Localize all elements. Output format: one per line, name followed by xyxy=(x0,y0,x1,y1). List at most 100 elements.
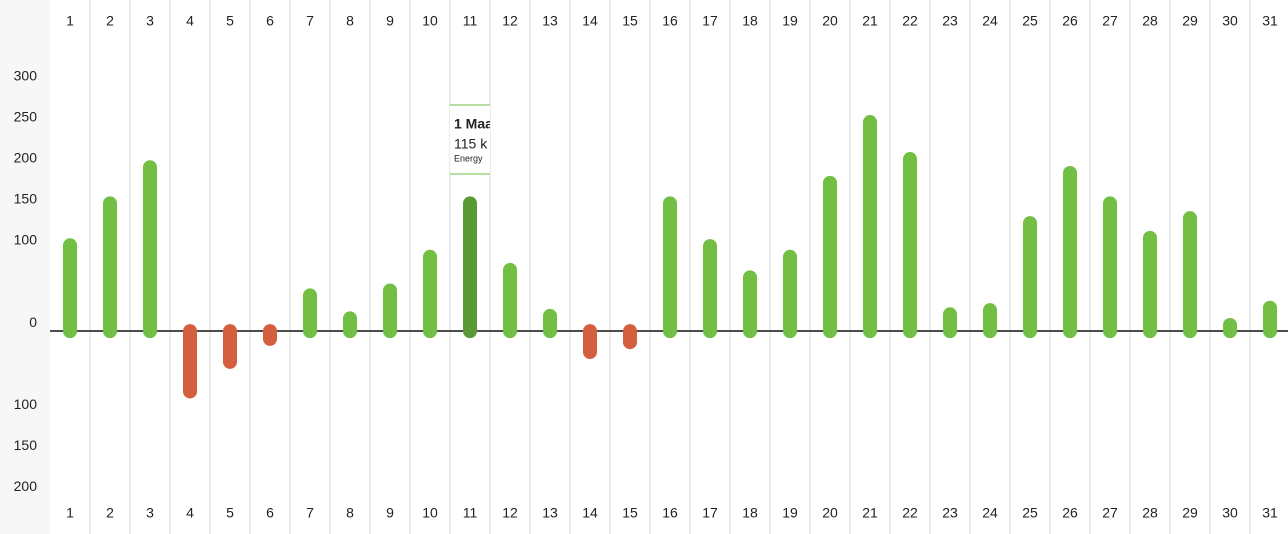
bar xyxy=(263,324,277,346)
bar xyxy=(983,303,997,339)
x-tick-label: 18 xyxy=(742,505,758,521)
bar xyxy=(943,307,957,339)
y-tick-label: 300 xyxy=(14,67,38,83)
x-tick-label: 30 xyxy=(1222,13,1238,29)
x-tick-label: 8 xyxy=(346,505,354,521)
x-tick-label: 31 xyxy=(1262,505,1278,521)
x-tick-label: 7 xyxy=(306,505,314,521)
y-tick-label: 250 xyxy=(14,108,38,124)
y-tick-label: 0 xyxy=(29,314,37,330)
column-grid xyxy=(89,0,1251,534)
x-tick-label: 31 xyxy=(1262,13,1278,29)
bar xyxy=(1143,230,1157,339)
x-tick-label: 30 xyxy=(1222,505,1238,521)
x-tick-label: 21 xyxy=(862,13,878,29)
x-tick-label: 18 xyxy=(742,13,758,29)
y-tick-label: 150 xyxy=(14,437,38,453)
bar xyxy=(1263,300,1277,339)
bar xyxy=(863,115,877,339)
x-tick-label: 22 xyxy=(902,13,918,29)
tooltip-title: 1 Maa xyxy=(454,116,493,132)
x-tick-label: 2 xyxy=(106,505,114,521)
x-tick-label: 3 xyxy=(146,13,154,29)
x-tick-label: 21 xyxy=(862,505,878,521)
y-tick-label: 100 xyxy=(14,232,38,248)
bar xyxy=(503,262,517,339)
bar xyxy=(383,283,397,339)
x-tick-label: 16 xyxy=(662,505,678,521)
x-tick-label: 14 xyxy=(582,505,598,521)
x-tick-label: 28 xyxy=(1142,505,1158,521)
tooltip: 1 Maa 115 k Energy xyxy=(450,104,493,175)
x-tick-label: 10 xyxy=(422,13,438,29)
bar xyxy=(1063,165,1077,339)
x-tick-label: 5 xyxy=(226,13,234,29)
x-tick-label: 9 xyxy=(386,505,394,521)
x-tick-label: 15 xyxy=(622,13,638,29)
x-tick-label: 17 xyxy=(702,13,718,29)
x-tick-label: 17 xyxy=(702,505,718,521)
x-tick-label: 13 xyxy=(542,505,558,521)
x-tick-label: 26 xyxy=(1062,505,1078,521)
y-tick-label: 200 xyxy=(14,150,38,166)
x-tick-label: 15 xyxy=(622,505,638,521)
x-tick-label: 25 xyxy=(1022,13,1038,29)
tooltip-value: 115 k xyxy=(454,136,488,152)
x-tick-label: 27 xyxy=(1102,505,1118,521)
bar xyxy=(783,249,797,339)
x-tick-label: 16 xyxy=(662,13,678,29)
x-tick-label: 23 xyxy=(942,13,958,29)
bar xyxy=(903,152,917,339)
x-tick-label: 29 xyxy=(1182,505,1198,521)
bar xyxy=(423,249,437,339)
x-tick-label: 6 xyxy=(266,505,274,521)
bar xyxy=(303,288,317,339)
x-tick-label: 25 xyxy=(1022,505,1038,521)
x-tick-label: 19 xyxy=(782,505,798,521)
bar xyxy=(183,324,197,399)
x-tick-label: 11 xyxy=(463,13,478,29)
x-tick-label: 22 xyxy=(902,505,918,521)
x-tick-label: 28 xyxy=(1142,13,1158,29)
x-tick-label: 20 xyxy=(822,505,838,521)
tooltip-content: 1 Maa 115 k Energy xyxy=(454,116,493,164)
x-tick-label: 2 xyxy=(106,13,114,29)
x-tick-label: 6 xyxy=(266,13,274,29)
bar xyxy=(143,160,157,339)
x-tick-label: 7 xyxy=(306,13,314,29)
tooltip-label: Energy xyxy=(454,153,483,163)
x-tick-label: 19 xyxy=(782,13,798,29)
bar xyxy=(1183,211,1197,339)
x-tick-label: 12 xyxy=(502,13,518,29)
x-tick-label: 27 xyxy=(1102,13,1118,29)
y-tick-label: 150 xyxy=(14,191,38,207)
bar xyxy=(703,239,717,339)
bar xyxy=(63,238,77,339)
y-tick-label: 100 xyxy=(14,396,38,412)
x-tick-label: 26 xyxy=(1062,13,1078,29)
x-tick-label: 29 xyxy=(1182,13,1198,29)
bar xyxy=(743,270,757,339)
bar xyxy=(463,196,477,339)
bar xyxy=(583,324,597,360)
bar xyxy=(1023,216,1037,339)
x-tick-label: 23 xyxy=(942,505,958,521)
x-tick-label: 4 xyxy=(186,505,194,521)
x-tick-label: 14 xyxy=(582,13,598,29)
x-tick-label: 24 xyxy=(982,13,998,29)
bar xyxy=(823,175,837,339)
x-tick-label: 20 xyxy=(822,13,838,29)
bar xyxy=(223,324,237,369)
bar xyxy=(1223,317,1237,339)
bar xyxy=(1103,196,1117,339)
bar xyxy=(623,324,637,350)
x-tick-label: 1 xyxy=(66,13,74,29)
x-tick-label: 3 xyxy=(146,505,154,521)
x-tick-label: 12 xyxy=(502,505,518,521)
x-tick-label: 8 xyxy=(346,13,354,29)
x-tick-label: 1 xyxy=(66,505,74,521)
bar xyxy=(543,308,557,339)
bar xyxy=(663,196,677,339)
x-tick-label: 5 xyxy=(226,505,234,521)
